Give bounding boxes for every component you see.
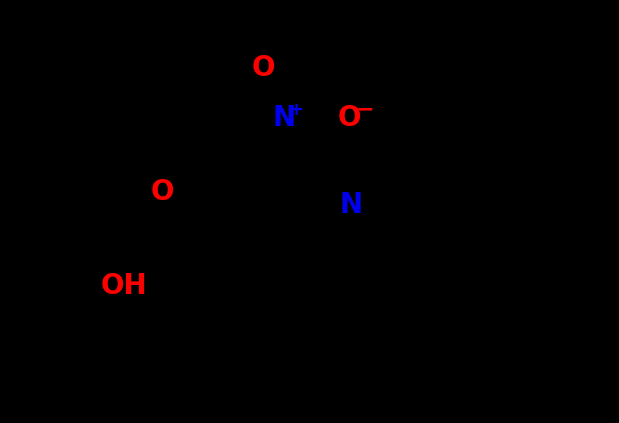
Text: N: N (272, 104, 296, 132)
Text: O: O (251, 54, 275, 82)
Text: OH: OH (101, 272, 148, 299)
Text: O: O (338, 104, 361, 132)
Text: N: N (339, 191, 362, 219)
Text: −: − (355, 99, 374, 119)
Text: +: + (288, 101, 303, 119)
Text: O: O (150, 179, 174, 206)
